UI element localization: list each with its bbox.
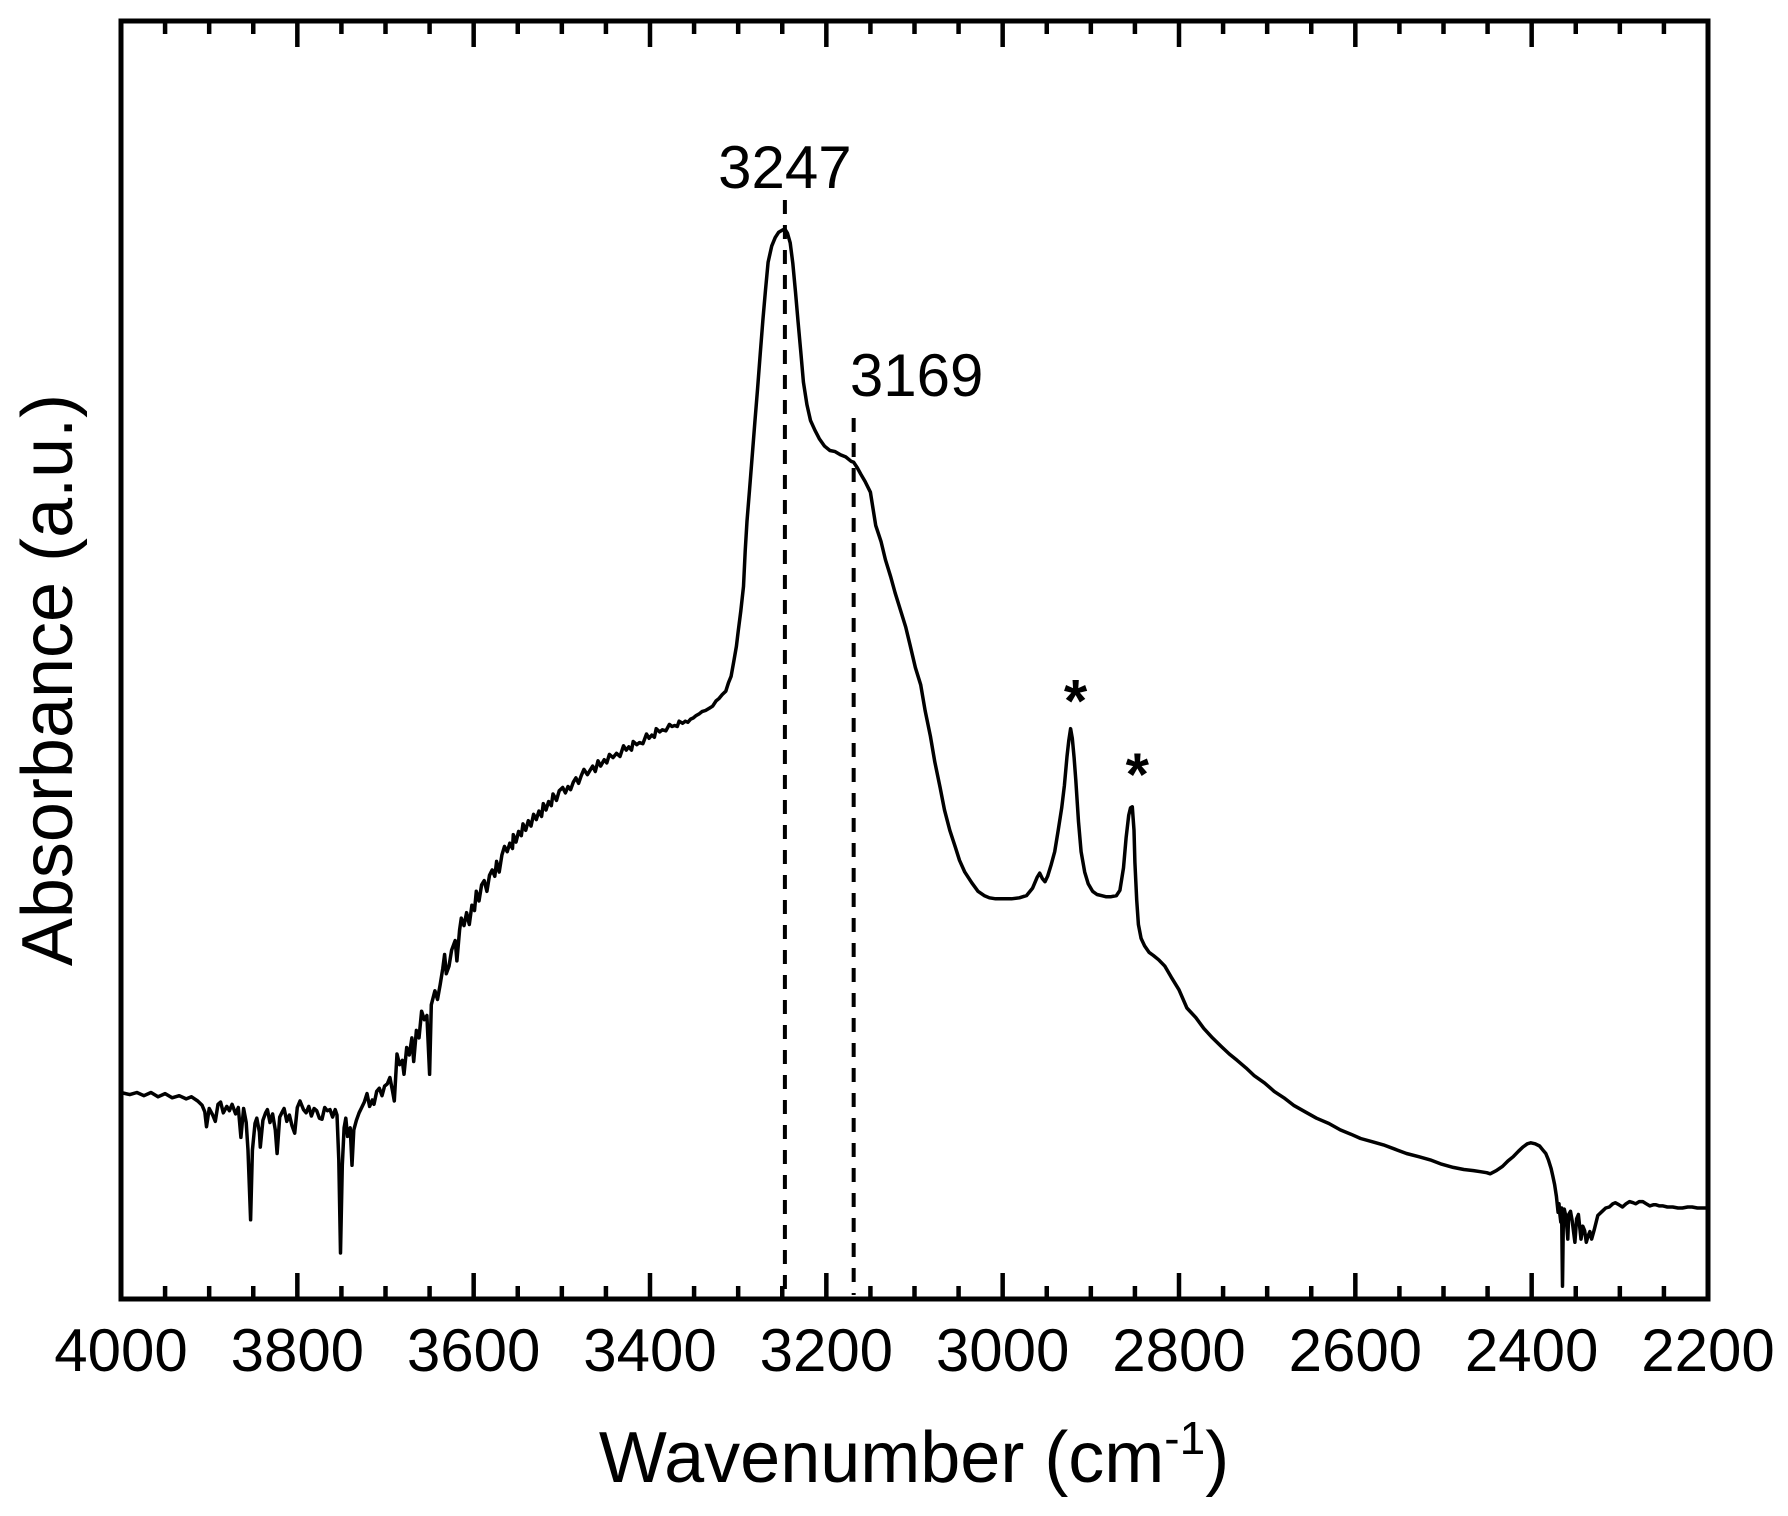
- y-axis-title: Absorbance (a.u.): [8, 394, 88, 966]
- x-tick-label: 2200: [1641, 1317, 1774, 1384]
- x-tick-label: 4000: [54, 1317, 187, 1384]
- peak-label-3169: 3169: [850, 342, 983, 409]
- x-tick-label: 3200: [760, 1317, 893, 1384]
- x-axis-title-base: Wavenumber (cm: [599, 1418, 1164, 1498]
- x-axis-title-superscript: -1: [1164, 1412, 1205, 1464]
- x-tick-label: 3400: [583, 1317, 716, 1384]
- x-tick-label: 2400: [1465, 1317, 1598, 1384]
- x-tick-label: 3600: [407, 1317, 540, 1384]
- x-axis-ticks: [118, 21, 1711, 1299]
- x-tick-label: 3800: [231, 1317, 364, 1384]
- peak-annotations: 3247 3169 * *: [718, 134, 1150, 1295]
- x-tick-label: 3000: [936, 1317, 1069, 1384]
- x-axis-title: Wavenumber (cm-1): [599, 1412, 1229, 1498]
- asterisk-marker-1: *: [1064, 667, 1088, 734]
- spectrum-curve: [119, 227, 1710, 1288]
- x-axis-title-close: ): [1205, 1418, 1229, 1498]
- x-axis-tick-labels: 4000 3800 3600 3400 3200 3000 2800 2600 2400 2200: [54, 1317, 1774, 1384]
- x-tick-label: 2600: [1289, 1317, 1422, 1384]
- asterisk-marker-2: *: [1126, 741, 1150, 808]
- x-tick-label: 2800: [1112, 1317, 1245, 1384]
- peak-label-3247: 3247: [718, 134, 851, 201]
